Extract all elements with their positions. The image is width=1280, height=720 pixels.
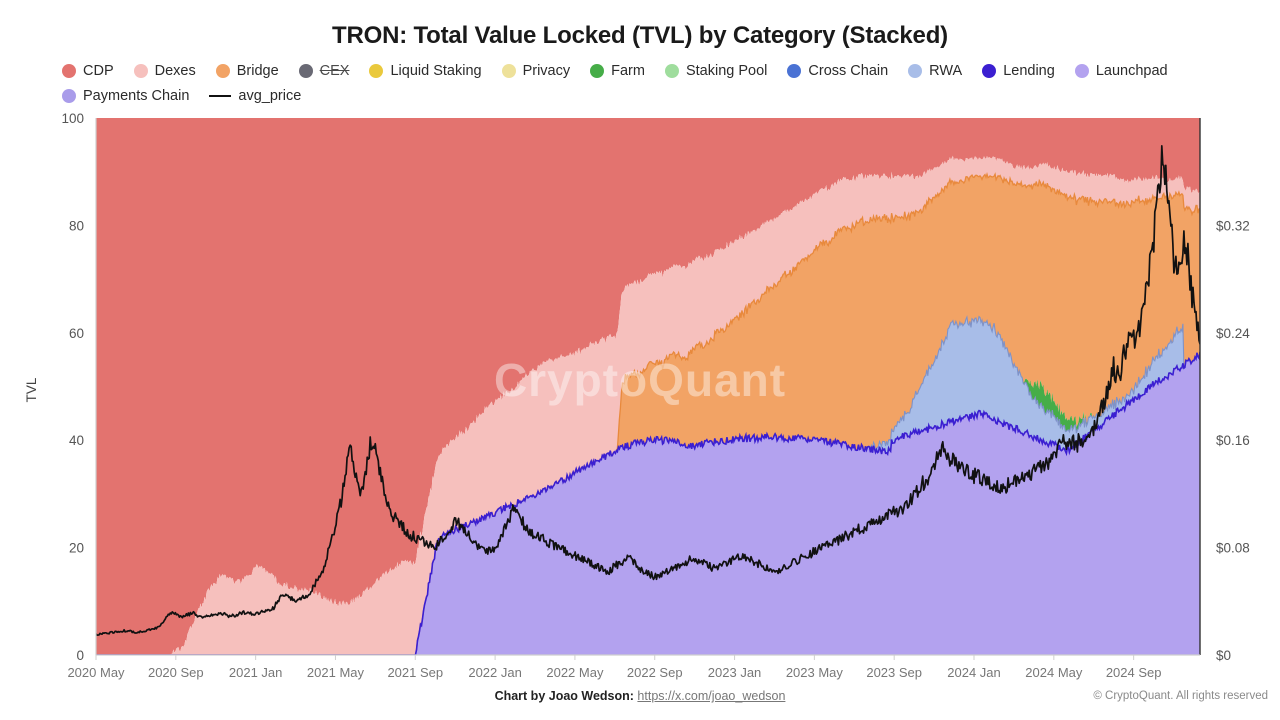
legend-row: Payments Chain avg_price [62, 85, 1242, 107]
legend-item-payments-chain[interactable]: Payments Chain [62, 85, 189, 107]
area-dexes [96, 155, 1200, 655]
x-tick-label: 2023 Jan [708, 665, 762, 680]
legend-item-cdp[interactable]: CDP [62, 60, 114, 82]
x-tick-label: 2022 Sep [627, 665, 683, 680]
chart-credit: Chart by Joao Wedson: https://x.com/joao… [0, 689, 1280, 703]
legend-item-cross-chain[interactable]: Cross Chain [787, 60, 888, 82]
legend-swatch-icon [1074, 64, 1089, 78]
legend-swatch-icon [501, 64, 516, 78]
legend-item-farm[interactable]: Farm [590, 60, 645, 82]
y2-tick-label: $0.24 [1216, 326, 1250, 341]
chart-legend: CDP Dexes Bridge CEX Liquid Staking Privacy Fa… [62, 60, 1242, 107]
legend-item-privacy[interactable]: Privacy [501, 60, 571, 82]
x-tick-label: 2021 May [307, 665, 365, 680]
edge-lending [96, 351, 1200, 655]
x-tick-label: 2024 Sep [1106, 665, 1162, 680]
legend-item-label: RWA [929, 63, 963, 79]
legend-item-label: Launchpad [1095, 63, 1168, 79]
x-tick-label: 2022 Jan [468, 665, 522, 680]
x-tick-label: 2024 May [1025, 665, 1083, 680]
legend-item-label: Staking Pool [685, 63, 768, 79]
edge-bridge [96, 171, 1200, 655]
y-tick-label: 20 [69, 541, 84, 556]
legend-swatch-icon [215, 64, 230, 78]
legend-item-label: Cross Chain [808, 63, 889, 79]
legend-row: CDP Dexes Bridge CEX Liquid Staking Privacy Fa… [62, 60, 1242, 82]
area-lending [96, 352, 1200, 655]
legend-swatch-icon [298, 64, 313, 78]
line-avg-price [96, 145, 1200, 636]
credit-prefix: Chart by Joao Wedson: [494, 689, 634, 703]
legend-swatch-icon [133, 64, 148, 78]
x-tick-label: 2020 Sep [148, 665, 204, 680]
legend-item-label: Privacy [522, 63, 571, 79]
y-tick-label: 0 [76, 648, 84, 663]
x-tick-label: 2024 Jan [947, 665, 1001, 680]
legend-line-icon [209, 95, 232, 97]
legend-item-label: Dexes [154, 63, 196, 79]
y-tick-label: 100 [61, 111, 84, 126]
y-tick-label: 40 [69, 433, 84, 448]
legend-swatch-icon [982, 64, 997, 78]
legend-item-label: CEX [319, 63, 350, 79]
legend-item-label: Payments Chain [83, 88, 190, 104]
y-tick-label: 80 [69, 218, 84, 233]
legend-item-lending[interactable]: Lending [982, 60, 1055, 82]
legend-item-rwa[interactable]: RWA [908, 60, 962, 82]
legend-item-liquid-staking[interactable]: Liquid Staking [369, 60, 482, 82]
legend-item-label: Bridge [236, 63, 279, 79]
legend-swatch-icon [787, 64, 802, 78]
legend-item-avg-price[interactable]: avg_price [209, 85, 301, 107]
area-bridge [96, 174, 1200, 655]
legend-swatch-icon [590, 64, 605, 78]
legend-swatch-icon [62, 64, 76, 78]
area-cdp [96, 118, 1200, 655]
y2-tick-label: $0.16 [1216, 433, 1250, 448]
legend-item-label: Lending [1003, 63, 1055, 79]
legend-item-staking-pool[interactable]: Staking Pool [664, 60, 768, 82]
area-rwa [96, 316, 1200, 655]
legend-item-launchpad[interactable]: Launchpad [1074, 60, 1168, 82]
legend-swatch-icon [664, 64, 679, 78]
legend-swatch-icon [369, 64, 384, 78]
y2-tick-label: $0.08 [1216, 541, 1250, 556]
legend-item-bridge[interactable]: Bridge [215, 60, 279, 82]
y2-tick-label: $0.32 [1216, 218, 1250, 233]
legend-swatch-icon [62, 89, 76, 103]
x-tick-label: 2021 Jan [229, 665, 283, 680]
legend-item-label: Liquid Staking [390, 63, 482, 79]
y2-tick-label: $0 [1216, 648, 1231, 663]
x-tick-label: 2020 May [67, 665, 125, 680]
y-tick-label: 60 [69, 326, 84, 341]
page-title: TRON: Total Value Locked (TVL) by Catego… [332, 22, 948, 49]
legend-item-label: avg_price [238, 88, 302, 104]
legend-item-label: CDP [83, 63, 114, 79]
x-tick-label: 2021 Sep [387, 665, 443, 680]
y-axis-title: TVL [24, 377, 39, 402]
x-tick-label: 2022 May [546, 665, 604, 680]
legend-item-label: Farm [611, 63, 645, 79]
legend-item-dexes[interactable]: Dexes [133, 60, 196, 82]
x-tick-label: 2023 May [786, 665, 844, 680]
x-tick-label: 2023 Sep [866, 665, 922, 680]
credit-link[interactable]: https://x.com/joao_wedson [637, 689, 786, 703]
legend-swatch-icon [908, 64, 923, 78]
legend-item-cex[interactable]: CEX [298, 60, 350, 82]
copyright-notice: © CryptoQuant. All rights reserved [1093, 690, 1268, 702]
watermark-cryptoquant: CryptoQuant [494, 354, 786, 406]
